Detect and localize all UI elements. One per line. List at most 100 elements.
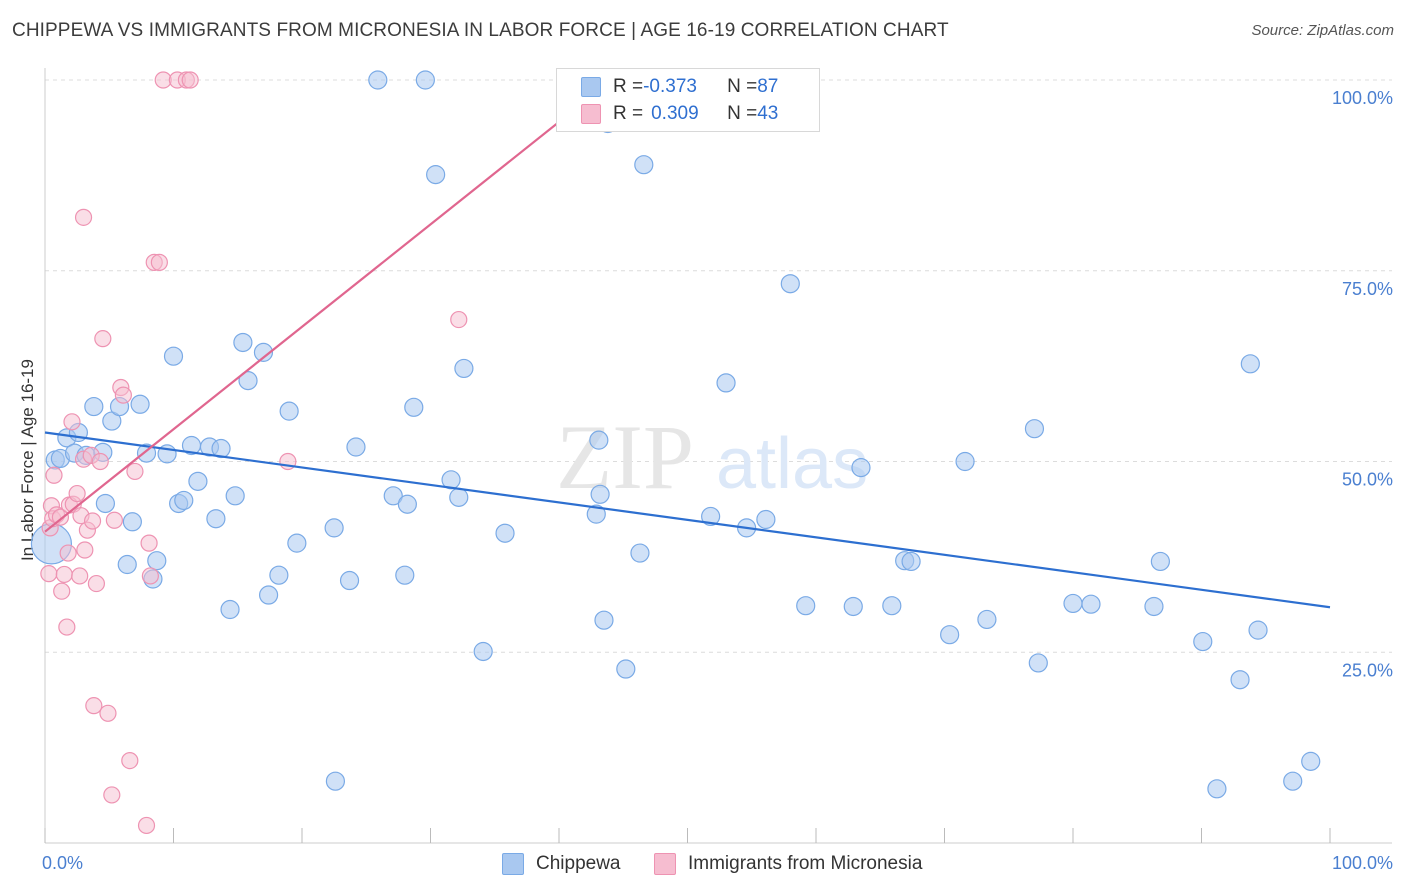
micronesia-point: [181, 71, 199, 89]
chippewa-point: [279, 401, 299, 421]
chippewa-point: [346, 437, 366, 457]
micronesia-trend-line: [44, 121, 560, 533]
chippewa-point: [1240, 354, 1260, 374]
micronesia-point: [141, 567, 159, 585]
chippewa-point: [780, 274, 800, 294]
micronesia-point: [121, 751, 139, 770]
gridlines: [45, 79, 1392, 653]
micronesia-point: [76, 541, 94, 559]
chippewa-point: [901, 551, 921, 572]
chippewa-point: [122, 512, 142, 532]
chippewa-point: [716, 373, 736, 393]
chippewa-point: [616, 659, 636, 679]
chippewa-point: [977, 609, 997, 630]
chippewa-point: [415, 70, 435, 90]
chippewa-point: [1063, 593, 1083, 614]
chippewa-point: [163, 346, 184, 366]
chippewa-point: [147, 551, 167, 571]
chippewa-point: [395, 565, 415, 585]
micronesia-points: [40, 71, 468, 835]
legend-row-chippewa: R = -0.373 N = 87: [557, 74, 778, 100]
micronesia-point: [126, 462, 144, 481]
chippewa-point: [253, 342, 274, 362]
x-tick-label: 0.0%: [42, 853, 83, 873]
chippewa-legend-swatch: [502, 853, 524, 875]
tick-labels: 25.0% 50.0% 75.0% 100.0% 0.0% 100.0%: [42, 88, 1393, 873]
chippewa-point: [955, 451, 975, 472]
chippewa-point: [136, 443, 157, 463]
micronesia-point: [68, 484, 86, 503]
legend-item-chippewa: Chippewa: [502, 852, 621, 876]
y-tick-label: 75.0%: [1342, 279, 1393, 299]
micronesia-point: [74, 208, 93, 226]
chippewa-point: [206, 509, 226, 529]
chippewa-point: [630, 543, 650, 563]
micronesia-point: [83, 512, 102, 530]
n-value: 87: [757, 76, 779, 97]
micronesia-point: [40, 565, 58, 583]
chippewa-point: [397, 494, 417, 514]
micronesia-point: [59, 544, 77, 562]
source-credit: Source: ZipAtlas.com: [1251, 22, 1394, 39]
chippewa-point: [233, 332, 253, 353]
chippewa-point: [225, 486, 245, 506]
chart-title: CHIPPEWA VS IMMIGRANTS FROM MICRONESIA I…: [12, 20, 949, 41]
chippewa-point: [594, 610, 614, 630]
y-tick-label: 100.0%: [1332, 88, 1393, 108]
chippewa-point: [368, 70, 388, 90]
chippewa-point: [1150, 551, 1170, 572]
chippewa-point: [84, 396, 104, 417]
n-value: 43: [757, 103, 779, 124]
micronesia-point: [114, 386, 132, 404]
chippewa-point: [882, 596, 902, 616]
chippewa-point: [325, 771, 346, 791]
chippewa-point: [383, 486, 403, 506]
chippewa-point: [940, 625, 960, 645]
chippewa-point: [1028, 653, 1048, 673]
chippewa-point: [188, 471, 208, 491]
chippewa-point: [1207, 779, 1227, 799]
n-label: N =: [727, 103, 758, 124]
chippewa-swatch: [581, 77, 601, 97]
chippewa-point: [589, 430, 609, 450]
chippewa-point: [586, 504, 606, 524]
r-value: -0.373: [643, 76, 697, 97]
chippewa-point: [117, 554, 137, 575]
chippewa-point: [269, 565, 289, 585]
chippewa-point: [843, 596, 863, 617]
chippewa-point: [701, 506, 721, 527]
chippewa-point: [634, 155, 654, 175]
chippewa-point: [404, 397, 424, 417]
chippewa-legend-label: Chippewa: [536, 853, 621, 874]
zipatlas-watermark: ZIP atlas: [556, 406, 868, 508]
n-label: N =: [727, 76, 758, 97]
chippewa-point: [590, 484, 610, 504]
r-label: R =: [613, 76, 644, 97]
chippewa-point: [174, 490, 194, 511]
chippewa-trend-line: [44, 431, 1331, 609]
chippewa-point: [339, 570, 360, 591]
micronesia-point: [450, 310, 468, 329]
legend-row-micronesia: R = 0.309 N = 43: [557, 101, 778, 127]
chippewa-point: [1144, 596, 1164, 617]
chippewa-point: [258, 585, 279, 605]
x-tick-label: 100.0%: [1332, 853, 1393, 873]
chippewa-point: [324, 518, 344, 538]
micronesia-point: [87, 574, 106, 593]
y-tick-label: 50.0%: [1342, 470, 1393, 490]
micronesia-point: [91, 452, 109, 471]
chippewa-point: [796, 596, 816, 616]
chippewa-point: [95, 493, 115, 514]
micronesia-point: [94, 330, 112, 348]
micronesia-legend-swatch: [654, 853, 676, 875]
chippewa-point: [1230, 670, 1250, 690]
chippewa-point: [756, 509, 776, 530]
micronesia-point: [137, 816, 156, 835]
chippewa-point: [1248, 620, 1268, 640]
chippewa-point: [1283, 771, 1303, 791]
chippewa-point: [473, 641, 493, 662]
chippewa-point: [449, 487, 469, 507]
correlation-legend: R = -0.373 N = 87 R = 0.309 N = 43: [556, 68, 820, 132]
chippewa-point: [454, 358, 474, 379]
